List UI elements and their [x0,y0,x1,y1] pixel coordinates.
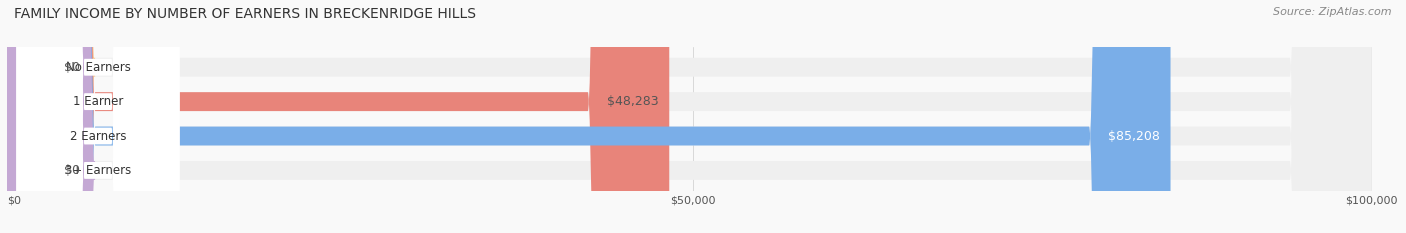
Text: $85,208: $85,208 [1108,130,1160,143]
FancyBboxPatch shape [17,0,180,233]
Text: Source: ZipAtlas.com: Source: ZipAtlas.com [1274,7,1392,17]
FancyBboxPatch shape [0,0,96,233]
Text: $0: $0 [65,61,80,74]
Text: $0: $0 [65,164,80,177]
Text: FAMILY INCOME BY NUMBER OF EARNERS IN BRECKENRIDGE HILLS: FAMILY INCOME BY NUMBER OF EARNERS IN BR… [14,7,477,21]
Text: 1 Earner: 1 Earner [73,95,124,108]
FancyBboxPatch shape [14,0,669,233]
FancyBboxPatch shape [14,0,1371,233]
Text: 3+ Earners: 3+ Earners [65,164,131,177]
FancyBboxPatch shape [17,0,180,233]
FancyBboxPatch shape [14,0,1171,233]
Text: No Earners: No Earners [66,61,131,74]
FancyBboxPatch shape [14,0,1371,233]
Text: $48,283: $48,283 [607,95,658,108]
FancyBboxPatch shape [17,0,180,233]
FancyBboxPatch shape [14,0,1371,233]
FancyBboxPatch shape [17,0,180,233]
Text: 2 Earners: 2 Earners [70,130,127,143]
FancyBboxPatch shape [0,0,96,233]
FancyBboxPatch shape [14,0,1371,233]
